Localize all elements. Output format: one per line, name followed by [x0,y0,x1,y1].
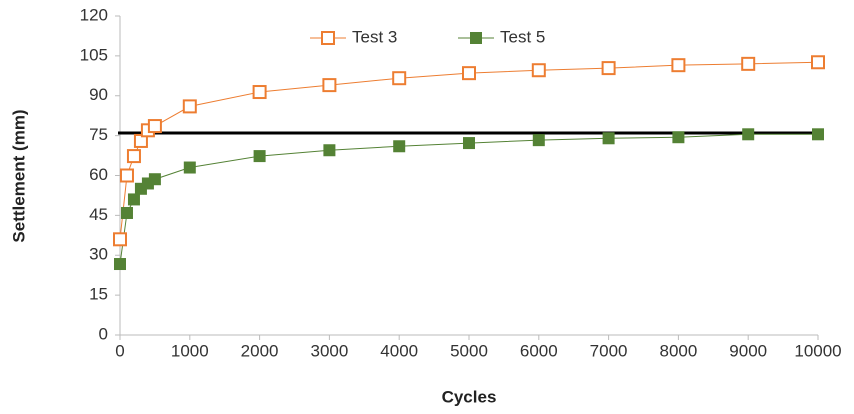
y-tick-label: 120 [80,5,108,24]
marker [253,150,266,163]
y-tick-label: 45 [89,205,108,224]
x-tick-label: 6000 [520,341,558,360]
marker [183,161,196,174]
marker [531,63,546,78]
y-tick-label: 0 [99,324,108,343]
marker [741,56,756,71]
marker [392,71,407,86]
marker [119,168,134,183]
marker [182,99,197,114]
marker [322,78,337,93]
x-tick-label: 8000 [659,341,697,360]
y-tick-label: 105 [80,45,108,64]
marker [114,258,126,271]
marker [321,31,335,45]
x-tick-label: 7000 [590,341,628,360]
marker [532,134,545,147]
x-tick-label: 3000 [310,341,348,360]
marker [462,66,476,81]
marker [113,232,127,247]
marker [742,128,755,141]
marker [812,128,824,141]
legend-label: Test 3 [352,27,397,46]
x-axis-title: Cycles [442,387,497,406]
marker [671,58,686,73]
marker [601,61,616,76]
y-tick-label: 75 [89,125,108,144]
marker [602,132,615,145]
y-tick-label: 30 [89,245,108,264]
y-axis-title: Settlement (mm) [9,109,28,242]
x-tick-label: 5000 [450,341,488,360]
y-tick-label: 60 [89,165,108,184]
series-line [119,61,819,240]
x-tick-label: 1000 [171,341,209,360]
x-tick-label: 2000 [241,341,279,360]
y-tick-label: 15 [89,285,108,304]
legend-label: Test 5 [500,27,545,46]
x-tick-label: 4000 [380,341,418,360]
marker [463,137,475,150]
marker [811,55,825,70]
marker [323,144,336,157]
x-tick-label: 9000 [729,341,767,360]
marker [147,119,162,134]
marker [126,149,141,164]
x-tick-label: 10000 [794,341,841,360]
marker [148,173,161,186]
marker [393,140,406,153]
marker [120,206,133,219]
x-tick-label: 0 [115,341,124,360]
marker [672,131,685,144]
marker [470,32,482,44]
series-line [119,133,818,265]
marker [127,193,140,206]
y-tick-label: 90 [89,85,108,104]
marker [252,85,267,100]
